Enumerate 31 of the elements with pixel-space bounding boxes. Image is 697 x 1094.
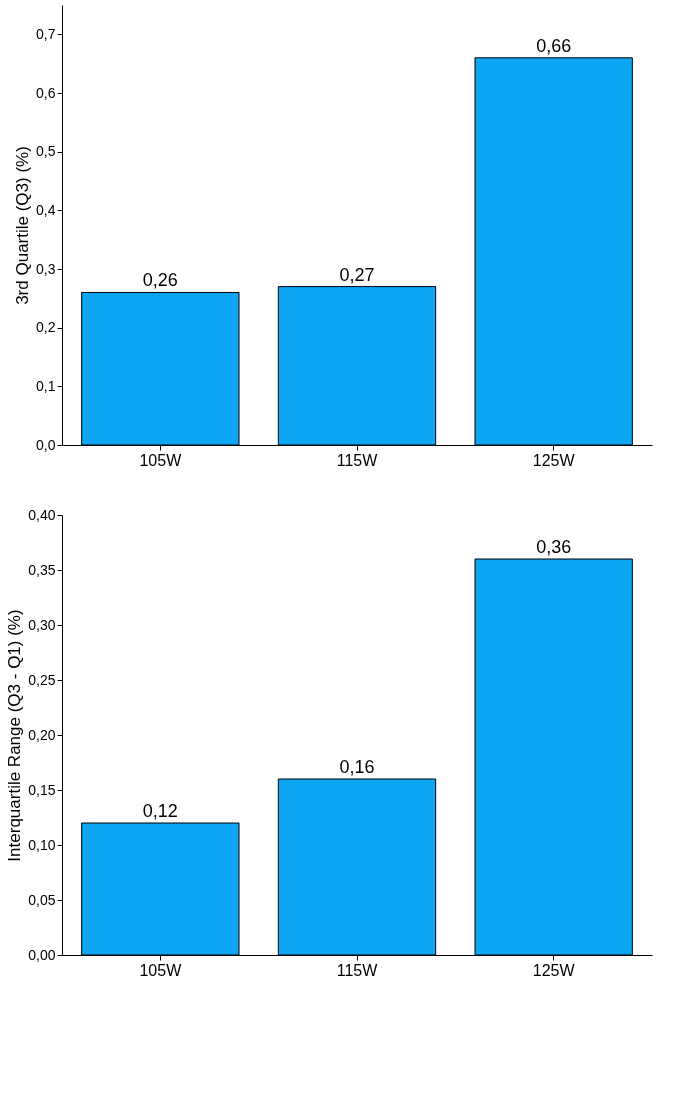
y-tick-label: 0,10: [28, 836, 56, 853]
y-tick-label: 0,4: [36, 201, 56, 218]
y-tick-label: 0,7: [36, 25, 56, 42]
y-tick-label: 0,35: [28, 561, 56, 578]
y-axis-title: 3rd Quartile (Q3) (%): [13, 146, 33, 305]
data-label: 0,12: [142, 801, 178, 821]
y-tick-label: 0,40: [28, 506, 56, 523]
y-axis-title: Interquartile Range (Q3 - Q1) (%): [5, 609, 25, 862]
data-label: 0,27: [339, 264, 375, 285]
y-tick-label: 0,6: [36, 84, 56, 101]
data-label: 0,16: [339, 757, 375, 777]
data-label: 0,36: [536, 537, 572, 557]
x-tick-label: 125W: [532, 961, 576, 979]
y-tick-label: 0,20: [28, 726, 56, 743]
data-label: 0,66: [536, 35, 572, 56]
y-tick-label: 0,5: [36, 143, 56, 160]
y-tick-label: 0,00: [28, 946, 56, 963]
x-tick-label: 115W: [336, 451, 379, 469]
y-tick-label: 0,1: [36, 377, 56, 394]
x-tick-label: 125W: [532, 451, 576, 469]
x-tick-label: 105W: [139, 961, 183, 979]
y-tick-label: 0,15: [28, 781, 56, 798]
y-tick-label: 0,30: [28, 616, 56, 633]
y-tick-label: 0,2: [36, 319, 56, 336]
y-tick-label: 0,0: [36, 436, 56, 453]
y-tick-label: 0,05: [28, 891, 56, 908]
x-tick-label: 115W: [336, 961, 379, 979]
x-tick-label: 105W: [139, 451, 183, 469]
y-tick-label: 0,3: [36, 260, 56, 277]
data-label: 0,26: [142, 270, 178, 291]
y-tick-label: 0,25: [28, 671, 56, 688]
